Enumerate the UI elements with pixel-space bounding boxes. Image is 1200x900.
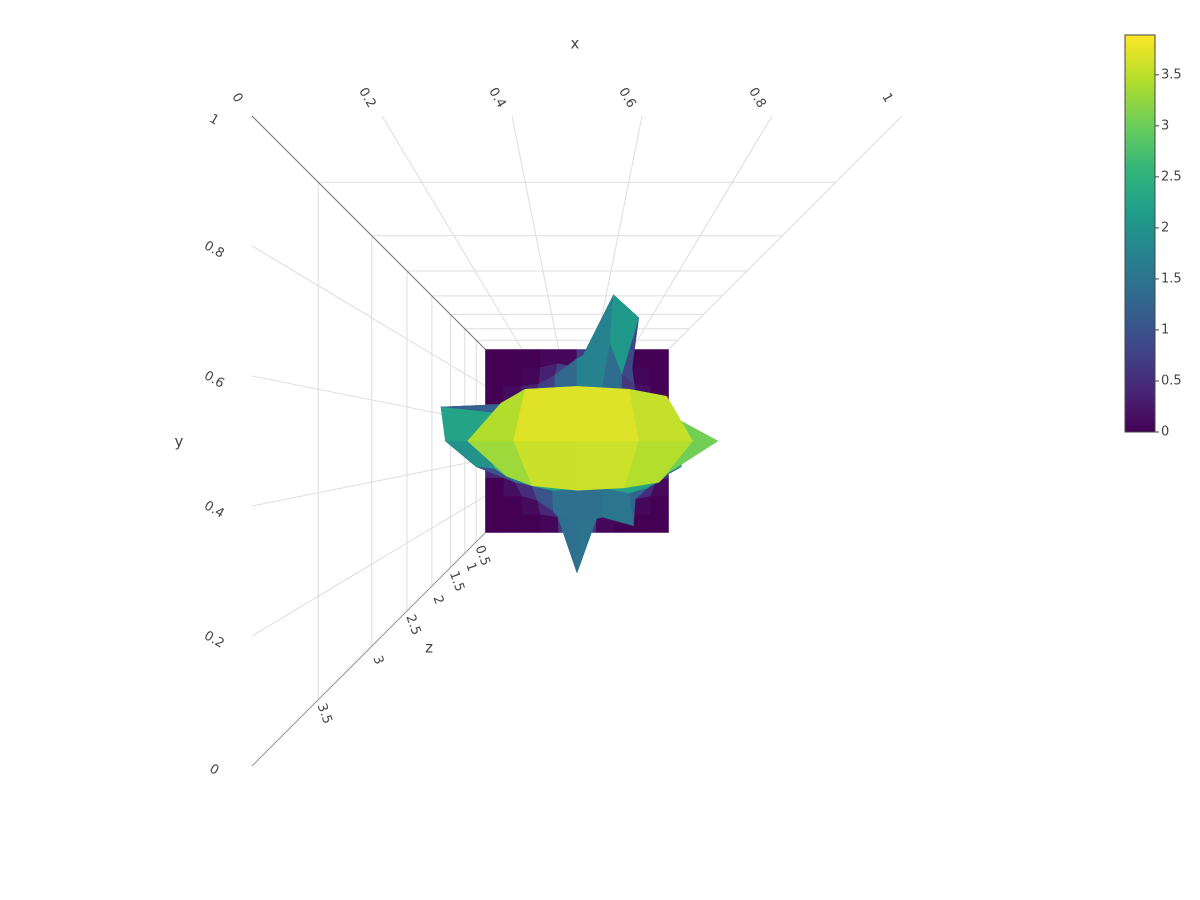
surface-patch: [485, 495, 505, 515]
x-tick-label: 0.6: [615, 85, 638, 110]
z-tick-label: 3: [369, 654, 386, 667]
y-tick-label: 0: [207, 761, 222, 778]
surface-patch: [503, 367, 523, 387]
surface-patch: [649, 349, 669, 369]
z-tick-label: 3.5: [314, 702, 335, 727]
y-grid-line: [251, 458, 486, 507]
surface-patch: [503, 349, 523, 369]
surface-patch: [649, 367, 669, 387]
surface-patch: [631, 349, 651, 369]
surface-patch: [503, 495, 523, 515]
y-tick-label: 0.2: [201, 628, 226, 651]
colorbar: [1124, 34, 1156, 433]
x-grid-line: [511, 115, 560, 350]
x-grid-line: [668, 115, 903, 350]
x-grid-line: [594, 115, 643, 350]
surface-patch: [631, 513, 651, 533]
colorbar-tick-label: 0: [1161, 425, 1169, 440]
z-tick-label: 0.5: [472, 544, 493, 569]
colorbar-tick-label: 1.5: [1161, 271, 1182, 286]
surface-patch: [485, 367, 505, 387]
colorbar-tick-label: 0.5: [1161, 373, 1182, 388]
surface-patch: [521, 513, 541, 533]
y-grid-line: [251, 245, 486, 387]
surface-patch: [649, 495, 669, 515]
z-tick-label: 2.5: [402, 613, 423, 638]
surface-patch: [521, 349, 541, 369]
z-tick-label: 1: [462, 561, 479, 574]
z-tick-label: 2: [429, 594, 446, 607]
surface-patch: [485, 477, 505, 497]
y-grid-line: [251, 495, 486, 637]
x-axis-title: x: [571, 35, 580, 53]
x-tick-label: 0.2: [355, 85, 378, 110]
surface-patch: [521, 367, 541, 387]
z-tick-label: 1.5: [446, 569, 467, 594]
z-axis-title: z: [425, 639, 433, 657]
y-tick-label: 0.4: [201, 498, 226, 521]
surface-patch: [503, 513, 523, 533]
y-axis-title: y: [175, 433, 184, 451]
z-axis-line: [251, 532, 486, 767]
y-tick-label: 1: [207, 111, 222, 128]
x-tick-label: 0.4: [485, 85, 508, 110]
surface-patch: [628, 388, 693, 442]
colorbar-tick-label: 1: [1161, 322, 1169, 337]
surface-patch: [485, 385, 505, 405]
y-tick-label: 0.8: [201, 238, 226, 261]
x-grid-line: [381, 115, 523, 350]
surface-patch: [485, 349, 505, 369]
surface-patch: [485, 513, 505, 533]
surface-patch: [513, 386, 578, 442]
x-tick-label: 1: [878, 91, 895, 106]
surface-patch: [576, 386, 639, 442]
surface-patch: [609, 294, 639, 374]
x-grid-line: [631, 115, 773, 350]
colorbar-tick-label: 2: [1161, 220, 1169, 235]
surface: [440, 294, 718, 573]
surface-patch: [649, 513, 669, 533]
x-tick-label: 0: [228, 91, 245, 106]
x-axis-line: [251, 115, 486, 350]
surface-patch: [631, 367, 651, 387]
y-tick-label: 0.6: [201, 368, 226, 391]
colorbar-tick-label: 3.5: [1161, 67, 1182, 82]
x-tick-label: 0.8: [745, 85, 768, 110]
colorbar-tick-label: 2.5: [1161, 169, 1182, 184]
colorbar-tick-label: 3: [1161, 118, 1169, 133]
